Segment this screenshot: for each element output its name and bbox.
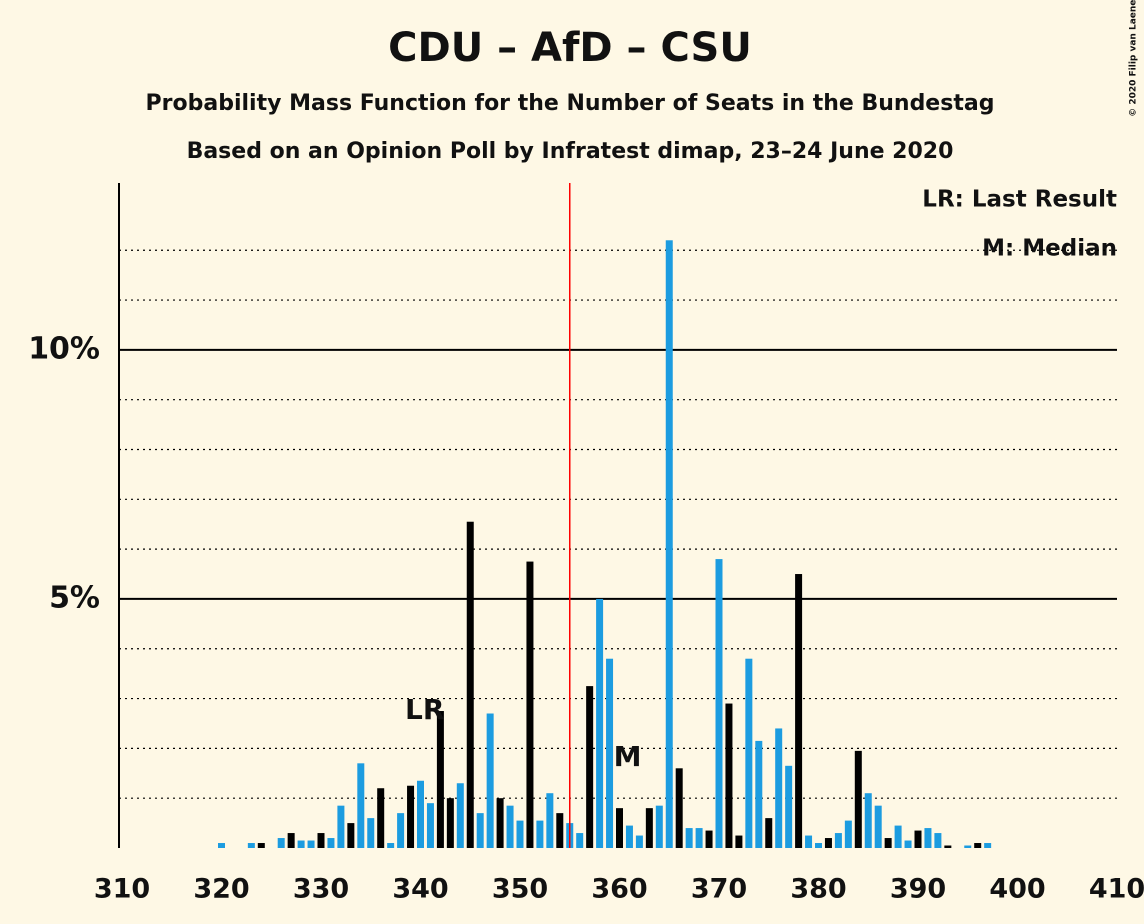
bar (864, 793, 872, 848)
bar (307, 840, 315, 848)
chart-subtitle: Based on an Opinion Poll by Infratest di… (187, 139, 954, 164)
annotation: M (614, 740, 642, 773)
legend-text: M: Median (982, 236, 1117, 262)
bar (884, 838, 892, 848)
x-tick-label: 310 (94, 874, 150, 905)
bar (805, 835, 813, 848)
bar (924, 828, 932, 848)
bar (486, 713, 494, 848)
x-tick-label: 380 (790, 874, 846, 905)
bar (327, 838, 335, 848)
bar (297, 840, 305, 848)
bar (536, 820, 544, 848)
bar (277, 838, 285, 848)
bar (616, 808, 623, 848)
bar (456, 783, 464, 848)
bar (695, 828, 703, 848)
bar (854, 750, 862, 848)
bar (436, 711, 444, 848)
y-tick-label: 5% (49, 580, 100, 615)
bar (934, 833, 942, 848)
bar (377, 788, 385, 848)
bar (745, 658, 753, 848)
bar (576, 833, 584, 848)
chart-title: CDU – AfD – CSU (388, 25, 752, 71)
bar (516, 820, 524, 848)
bar (247, 843, 255, 848)
bar (705, 830, 713, 848)
bar (665, 240, 673, 848)
bar (675, 768, 683, 848)
bar (417, 780, 424, 848)
bar (347, 823, 355, 848)
x-tick-label: 360 (591, 874, 647, 905)
bar (466, 521, 474, 848)
bar (337, 805, 345, 848)
x-tick-label: 370 (691, 874, 747, 905)
chart-subtitle: Probability Mass Function for the Number… (146, 91, 995, 116)
bar (914, 830, 922, 848)
bar (974, 843, 982, 848)
bar (387, 843, 395, 848)
bar (785, 765, 793, 848)
bar (407, 785, 415, 848)
x-tick-label: 390 (890, 874, 946, 905)
bar (795, 574, 803, 848)
bar (506, 805, 514, 848)
bar (904, 840, 912, 848)
bar (655, 805, 663, 848)
bar (357, 763, 365, 848)
legend-text: LR: Last Result (922, 187, 1117, 213)
bar (725, 703, 733, 848)
bar (944, 845, 952, 848)
bar (317, 833, 325, 848)
bar (834, 833, 842, 848)
bar (685, 828, 693, 848)
bar (984, 843, 992, 848)
bar (625, 825, 633, 848)
bar (894, 825, 902, 848)
bar (596, 598, 604, 848)
bar (824, 838, 832, 848)
bar (844, 820, 852, 848)
bar (964, 845, 972, 848)
y-tick-label: 10% (28, 331, 100, 366)
bar (606, 658, 614, 848)
bar (645, 808, 653, 848)
x-tick-label: 410 (1089, 874, 1144, 905)
bar (765, 818, 773, 848)
bar (586, 686, 594, 848)
copyright: © 2020 Filip van Laenen (1129, 0, 1139, 117)
bar (367, 818, 375, 848)
x-tick-label: 340 (392, 874, 448, 905)
bar (397, 813, 405, 848)
bar (715, 559, 723, 848)
bar (218, 843, 225, 848)
bar (556, 813, 564, 848)
bar (426, 803, 434, 848)
bar (476, 813, 484, 848)
bar (735, 835, 743, 848)
x-tick-label: 350 (492, 874, 548, 905)
bar (815, 843, 822, 848)
bar (257, 843, 265, 848)
bar (287, 833, 295, 848)
x-tick-label: 330 (293, 874, 349, 905)
bar (755, 740, 763, 848)
bar (546, 793, 554, 848)
bar (446, 798, 454, 848)
bar (775, 728, 783, 848)
bar (526, 561, 534, 848)
bar (635, 835, 643, 848)
x-tick-label: 400 (989, 874, 1045, 905)
bar (874, 805, 882, 848)
annotation: LR (405, 693, 444, 726)
bar (496, 798, 504, 848)
x-tick-label: 320 (193, 874, 249, 905)
